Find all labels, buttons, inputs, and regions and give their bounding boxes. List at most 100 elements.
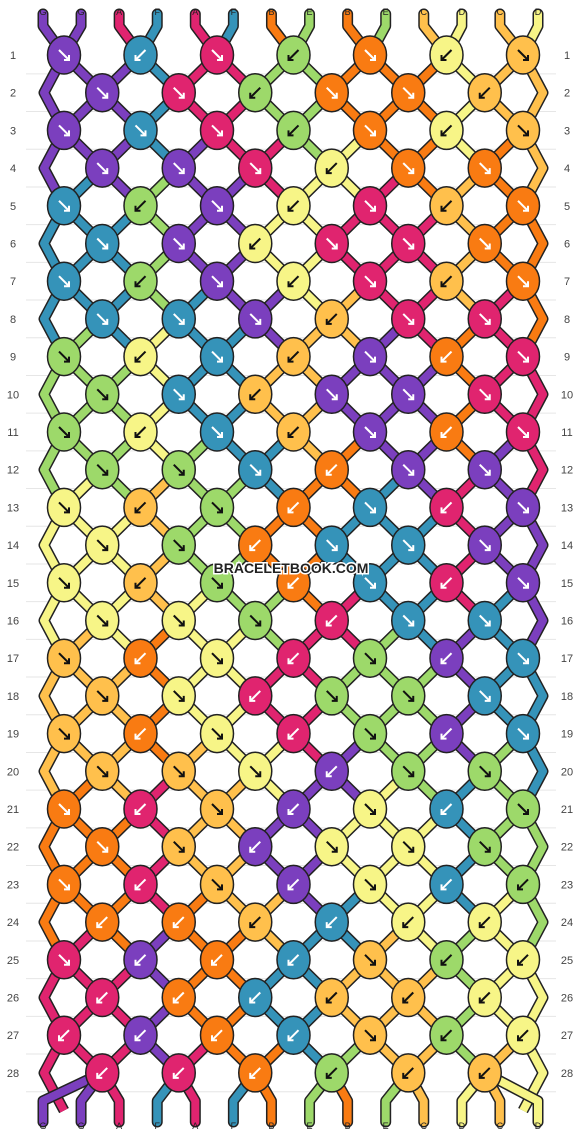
arrow-down-left-icon bbox=[287, 727, 300, 740]
arrow-down-right-icon bbox=[364, 652, 376, 664]
knot bbox=[123, 412, 158, 452]
knot bbox=[352, 638, 388, 678]
knot bbox=[85, 751, 120, 792]
knot bbox=[352, 110, 388, 151]
arrow-head bbox=[287, 733, 294, 740]
arrow-head bbox=[64, 356, 70, 363]
arrow-down-right-icon bbox=[96, 463, 108, 476]
strand-label-top: F bbox=[154, 7, 160, 17]
arrow-down-left-icon bbox=[134, 426, 147, 438]
arrow-head bbox=[440, 809, 447, 815]
row-number-right: 26 bbox=[561, 993, 573, 1005]
arrow-head bbox=[134, 1035, 141, 1042]
row-number-left: 24 bbox=[7, 917, 19, 929]
knot bbox=[505, 261, 541, 301]
knot bbox=[161, 751, 196, 792]
arrow-down-left-icon bbox=[134, 803, 147, 815]
arrow-down-left-icon bbox=[440, 350, 453, 363]
arrow-head bbox=[102, 243, 109, 250]
arrow-head bbox=[523, 582, 529, 589]
arrow-down-left-icon bbox=[479, 86, 491, 99]
knot bbox=[505, 864, 541, 905]
arrow-down-right-icon bbox=[479, 765, 491, 778]
arrow-down-right-icon bbox=[211, 878, 223, 891]
arrow-head bbox=[134, 356, 141, 363]
arrow-down-left-icon bbox=[287, 652, 300, 664]
knot bbox=[314, 148, 349, 188]
knot bbox=[314, 826, 349, 867]
arrow-head bbox=[440, 582, 447, 589]
arrow-head bbox=[408, 846, 415, 853]
arrow-down-right-icon bbox=[211, 275, 223, 287]
row-number-right: 15 bbox=[561, 578, 573, 590]
knot bbox=[391, 600, 426, 641]
arrow-head bbox=[325, 168, 332, 175]
row-number-left: 28 bbox=[7, 1068, 19, 1080]
knot bbox=[429, 336, 464, 377]
knot bbox=[505, 563, 541, 603]
arrow-head bbox=[64, 507, 70, 514]
arrow-down-right-icon bbox=[96, 840, 108, 853]
arrow-head bbox=[370, 658, 376, 665]
arrow-down-left-icon bbox=[440, 954, 453, 966]
knot bbox=[46, 487, 82, 528]
arrow-down-left-icon bbox=[96, 991, 108, 1004]
knot bbox=[429, 940, 464, 980]
strand-label-top: A bbox=[192, 7, 198, 17]
arrow-down-right-icon bbox=[517, 49, 529, 61]
row-number-left: 6 bbox=[10, 239, 16, 251]
arrow-head bbox=[217, 582, 223, 589]
arrow-down-left-icon bbox=[249, 991, 261, 1004]
arrow-down-right-icon bbox=[479, 840, 491, 853]
arrow-down-left-icon bbox=[249, 539, 261, 551]
knot bbox=[467, 148, 502, 188]
knot bbox=[276, 789, 311, 829]
row-number-left: 7 bbox=[10, 276, 16, 288]
row-number-left: 19 bbox=[7, 729, 19, 741]
strand-label-top: F bbox=[231, 7, 237, 17]
arrow-down-left-icon bbox=[517, 1029, 529, 1041]
arrow-down-left-icon bbox=[440, 49, 453, 61]
arrow-head bbox=[64, 809, 70, 815]
knot bbox=[276, 1015, 311, 1055]
arrow-head bbox=[408, 545, 415, 552]
knot bbox=[352, 563, 388, 603]
knot bbox=[123, 1015, 158, 1055]
arrow-down-right-icon bbox=[96, 162, 108, 174]
arrow-head bbox=[134, 507, 141, 514]
knot bbox=[352, 487, 388, 528]
arrow-head bbox=[523, 55, 529, 61]
arrow-down-right-icon bbox=[517, 426, 529, 438]
knot bbox=[123, 563, 158, 603]
arrow-down-right-icon bbox=[326, 539, 338, 551]
arrow-down-left-icon bbox=[287, 803, 300, 815]
knot bbox=[238, 223, 273, 264]
knot bbox=[467, 600, 502, 641]
row-number-left: 14 bbox=[7, 540, 19, 552]
arrow-down-right-icon bbox=[364, 577, 376, 589]
arrow-head bbox=[217, 809, 223, 815]
knot bbox=[46, 940, 82, 980]
arrow-down-right-icon bbox=[211, 200, 223, 212]
arrow-head bbox=[325, 469, 332, 476]
arrow-down-right-icon bbox=[249, 313, 261, 325]
arrow-head bbox=[287, 507, 294, 514]
arrow-head bbox=[134, 884, 141, 891]
arrow-down-left-icon bbox=[440, 275, 453, 287]
arrow-head bbox=[408, 318, 415, 325]
knot bbox=[123, 186, 158, 226]
arrow-down-right-icon bbox=[58, 954, 70, 966]
arrow-down-right-icon bbox=[517, 124, 529, 137]
row-number-right: 12 bbox=[561, 465, 573, 477]
arrow-head bbox=[102, 318, 109, 325]
knot bbox=[314, 676, 349, 716]
row-number-left: 12 bbox=[7, 465, 19, 477]
arrow-down-right-icon bbox=[402, 765, 414, 778]
strand-label-bottom: A bbox=[192, 1121, 198, 1131]
arrow-down-right-icon bbox=[58, 501, 70, 514]
arrow-head bbox=[370, 281, 376, 288]
knot bbox=[391, 223, 426, 264]
arrow-head bbox=[249, 922, 256, 929]
arrow-head bbox=[440, 884, 447, 891]
arrow-head bbox=[440, 205, 447, 212]
